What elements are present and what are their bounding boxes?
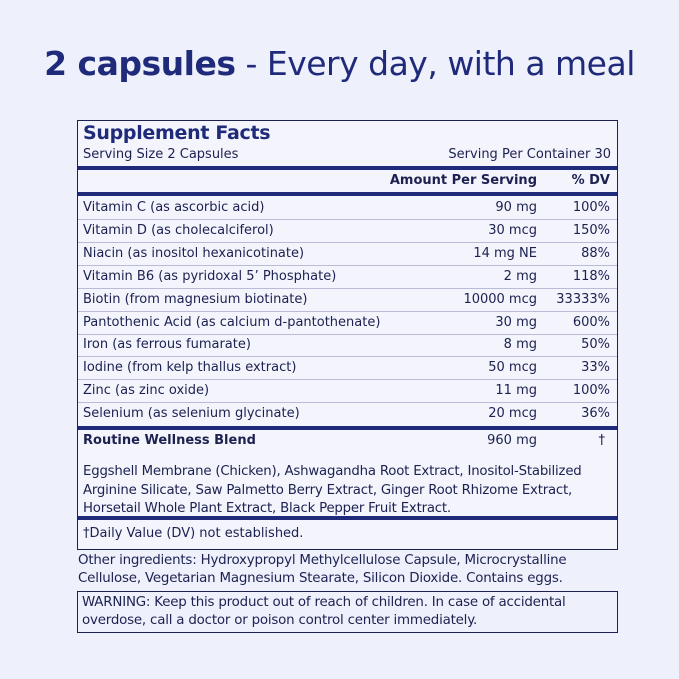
nutrient-dv: 150% — [572, 222, 610, 238]
nutrient-dv: 33% — [581, 360, 610, 376]
blend-amount: 960 mg — [487, 433, 537, 448]
nutrient-row: Iodine (from kelp thallus extract) 50 mcg… — [78, 357, 617, 381]
nutrient-amount: 30 mg — [495, 314, 537, 330]
nutrient-name: Vitamin D (as cholecalciferol) — [83, 222, 274, 238]
nutrient-amount: 20 mcg — [488, 406, 537, 422]
nutrient-dv: 88% — [581, 245, 610, 261]
nutrient-dv: 50% — [581, 337, 610, 353]
nutrient-amount: 2 mg — [503, 268, 537, 284]
servings-per-container: Serving Per Container 30 — [448, 147, 611, 162]
nutrient-amount: 50 mcg — [488, 360, 537, 376]
nutrient-dv: 600% — [572, 314, 610, 330]
nutrient-dv: 33333% — [556, 291, 610, 307]
nutrient-row: Niacin (as inositol hexanicotinate) 14 mg… — [78, 243, 617, 266]
headline-bold: 2 capsules — [44, 44, 236, 83]
column-header: Amount Per Serving % DV — [78, 170, 617, 193]
divider — [78, 192, 617, 196]
nutrient-dv: 100% — [572, 383, 610, 399]
nutrient-row: Vitamin B6 (as pyridoxal 5’ Phosphate) 2 … — [78, 266, 617, 289]
nutrient-name: Zinc (as zinc oxide) — [83, 383, 210, 399]
headline-rest: - Every day, with a meal — [235, 44, 635, 83]
nutrient-amount: 30 mcg — [488, 222, 537, 238]
supplement-facts-panel: Supplement Facts Serving Size 2 Capsules… — [77, 120, 618, 550]
nutrient-amount: 11 mg — [495, 383, 537, 399]
nutrient-amount: 8 mg — [503, 337, 537, 353]
nutrient-row: Vitamin D (as cholecalciferol) 30 mcg 150% — [78, 220, 617, 243]
nutrient-name: Selenium (as selenium glycinate) — [83, 406, 300, 422]
nutrient-name: Iron (as ferrous fumarate) — [83, 337, 251, 353]
serving-size: Serving Size 2 Capsules — [83, 147, 239, 162]
blend-name: Routine Wellness Blend — [83, 433, 256, 448]
nutrient-amount: 14 mg NE — [473, 245, 537, 261]
divider — [78, 166, 617, 170]
nutrient-name: Niacin (as inositol hexanicotinate) — [83, 245, 305, 261]
nutrient-name: Vitamin C (as ascorbic acid) — [83, 200, 265, 215]
blend-ingredients: Eggshell Membrane (Chicken), Ashwagandha… — [83, 464, 582, 516]
divider — [78, 516, 617, 520]
nutrient-dv: 36% — [581, 406, 610, 422]
warning-box: WARNING: Keep this product out of reach … — [77, 591, 618, 633]
nutrient-row: Selenium (as selenium glycinate) 20 mcg 36… — [78, 403, 617, 426]
blend-dv: † — [598, 433, 606, 448]
nutrient-amount: 90 mg — [495, 200, 537, 215]
nutrient-row: Biotin (from magnesium biotinate) 10000 m… — [78, 289, 617, 312]
nutrient-name: Pantothenic Acid (as calcium d-pantothen… — [83, 314, 381, 330]
blend-row: Routine Wellness Blend 960 mg † — [78, 430, 617, 453]
nutrient-name: Iodine (from kelp thallus extract) — [83, 360, 297, 376]
col-dv: % DV — [571, 173, 610, 188]
nutrient-amount: 10000 mcg — [463, 291, 537, 307]
nutrient-dv: 118% — [572, 268, 610, 284]
divider — [78, 426, 617, 430]
nutrient-row: Pantothenic Acid (as calcium d-pantothen… — [78, 312, 617, 335]
nutrient-dv: 100% — [572, 200, 610, 215]
facts-title: Supplement Facts — [83, 122, 271, 144]
nutrient-row: Iron (as ferrous fumarate) 8 mg 50% — [78, 334, 617, 358]
col-amount: Amount Per Serving — [389, 173, 537, 188]
other-ingredients: Other ingredients: Hydroxypropyl Methylc… — [78, 553, 567, 586]
dv-note: †Daily Value (DV) not established. — [83, 526, 304, 541]
nutrient-row: Vitamin C (as ascorbic acid) 90 mg 100% — [78, 197, 617, 220]
headline: 2 capsules - Every day, with a meal — [0, 44, 679, 83]
nutrient-row: Zinc (as zinc oxide) 11 mg 100% — [78, 380, 617, 404]
nutrient-name: Vitamin B6 (as pyridoxal 5’ Phosphate) — [83, 268, 337, 284]
nutrient-name: Biotin (from magnesium biotinate) — [83, 291, 308, 307]
